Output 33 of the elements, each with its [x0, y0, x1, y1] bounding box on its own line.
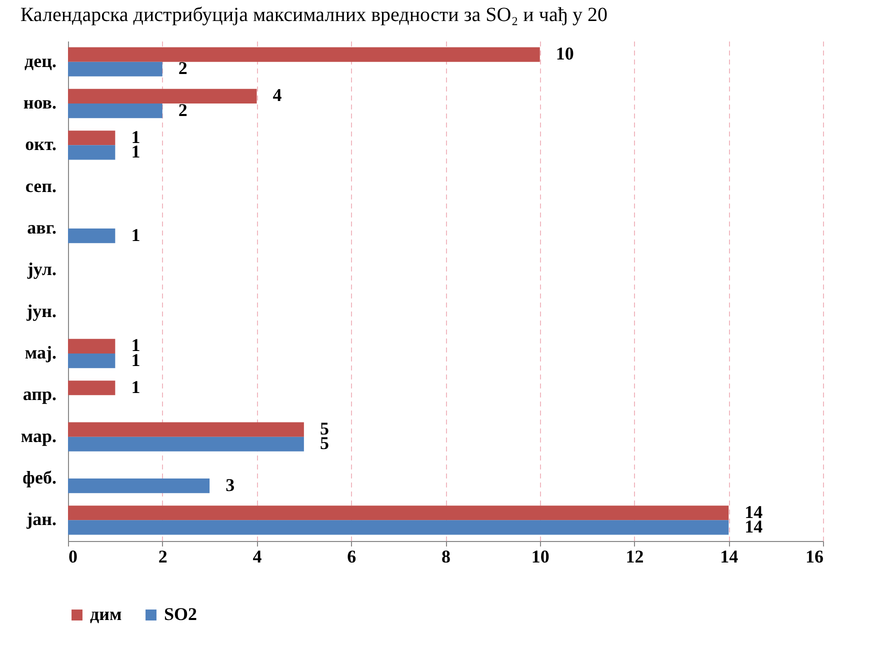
y-tick-label: дец.: [24, 50, 56, 71]
y-tick-label: авг.: [27, 218, 56, 238]
x-tick-label: 4: [252, 546, 262, 566]
chart-title: Календарска дистрибуција максималних вредности за SO₂ и чађ у 20: [20, 4, 608, 26]
x-tick-label: 14: [720, 546, 738, 566]
x-tick-label: 2: [158, 546, 168, 566]
data-label: 1: [131, 224, 140, 245]
x-tick-label: 6: [347, 546, 356, 566]
legend-label: SO2: [164, 604, 198, 624]
y-tick-label: феб.: [22, 468, 56, 488]
y-tick-label: јул.: [26, 259, 56, 280]
data-label: 3: [226, 474, 235, 495]
x-tick-label: 16: [806, 546, 824, 566]
data-label: 1: [131, 376, 140, 397]
y-tick-label: мар.: [20, 426, 56, 446]
data-label: 4: [272, 85, 282, 106]
y-tick-label: окт.: [25, 134, 56, 154]
y-tick-label: апр.: [22, 384, 56, 404]
x-tick-label: 10: [531, 546, 550, 566]
x-tick-label: 8: [442, 546, 450, 566]
data-label: 14: [744, 502, 763, 522]
y-tick-label: нов.: [23, 92, 56, 112]
data-label: 2: [178, 58, 188, 78]
y-tick-label: сеп.: [25, 176, 56, 196]
data-label: 2: [178, 100, 188, 120]
data-label: 1: [131, 126, 140, 147]
x-tick-label: 0: [68, 546, 78, 566]
y-tick-label: јан.: [26, 509, 56, 530]
legend-label: дим: [90, 604, 122, 624]
y-tick-label: јун.: [26, 300, 56, 321]
y-tick-label: мај.: [24, 342, 56, 362]
data-label: 10: [556, 44, 574, 64]
x-tick-label: 12: [626, 546, 644, 566]
